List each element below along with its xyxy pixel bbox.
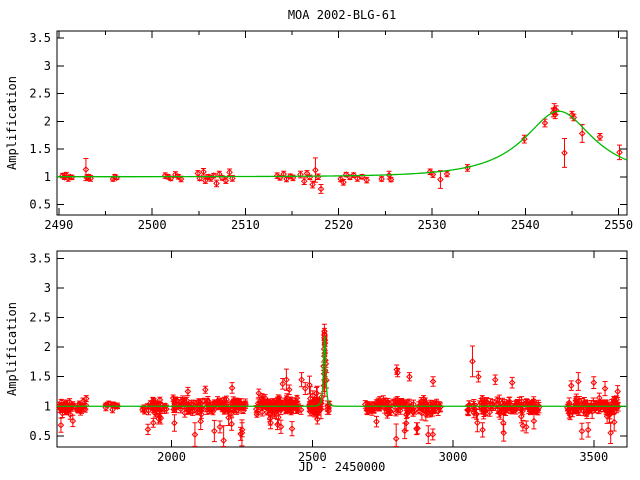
- x-tick-label: 2500: [138, 218, 167, 232]
- y-tick-label: 2: [44, 340, 51, 354]
- x-tick-label: 2500: [298, 450, 327, 464]
- axis-frame: [56, 250, 628, 448]
- x-tick-label: 2510: [231, 218, 260, 232]
- tick-labels: 2000 2500 3000 3500 0.5 1 1.5 2 2.5 3 3.5: [29, 252, 608, 464]
- figure-title: MOA 2002-BLG-61: [288, 8, 396, 22]
- bottom-panel-x-axis-title: JD - 2450000: [299, 460, 386, 474]
- x-tick-label: 2490: [44, 218, 73, 232]
- x-tick-label: 2530: [418, 218, 447, 232]
- bottom-panel: 2000 2500 3000 3500 0.5 1 1.5 2 2.5 3 3.5: [29, 250, 628, 464]
- data-points-layer: [59, 103, 623, 194]
- x-tick-label: 3500: [579, 450, 608, 464]
- y-tick-label: 1: [44, 399, 51, 413]
- y-tick-label: 3.5: [29, 31, 51, 45]
- x-tick-label: 3000: [439, 450, 468, 464]
- y-tick-label: 1.5: [29, 142, 51, 156]
- bottom-panel-y-axis-title: Amplification: [5, 302, 19, 396]
- y-tick-label: 2: [44, 114, 51, 128]
- x-tick-label: 2000: [157, 450, 186, 464]
- model-curve: [57, 335, 627, 407]
- y-tick-label: 3: [44, 281, 51, 295]
- y-tick-label: 0.5: [29, 429, 51, 443]
- x-tick-label: 2520: [324, 218, 353, 232]
- y-tick-label: 3: [44, 59, 51, 73]
- model-curve: [56, 110, 628, 178]
- y-tick-label: 1.5: [29, 370, 51, 384]
- x-tick-label: 2540: [511, 218, 540, 232]
- data-points-layer: [56, 323, 622, 447]
- top-panel: 2490 2500 2510 2520 2530 2540 2550 0.5 1 1.5 2 2.5 3…: [29, 30, 633, 232]
- y-tick-label: 1: [44, 170, 51, 184]
- axis-frame: [56, 30, 628, 216]
- y-tick-label: 2.5: [29, 87, 51, 101]
- y-tick-label: 0.5: [29, 197, 51, 211]
- top-panel-y-axis-title: Amplification: [5, 76, 19, 170]
- x-tick-label: 2550: [604, 218, 633, 232]
- y-tick-label: 2.5: [29, 311, 51, 325]
- tick-labels: 2490 2500 2510 2520 2530 2540 2550 0.5 1 1.5 2 2.5 3…: [29, 31, 633, 232]
- y-tick-label: 3.5: [29, 252, 51, 266]
